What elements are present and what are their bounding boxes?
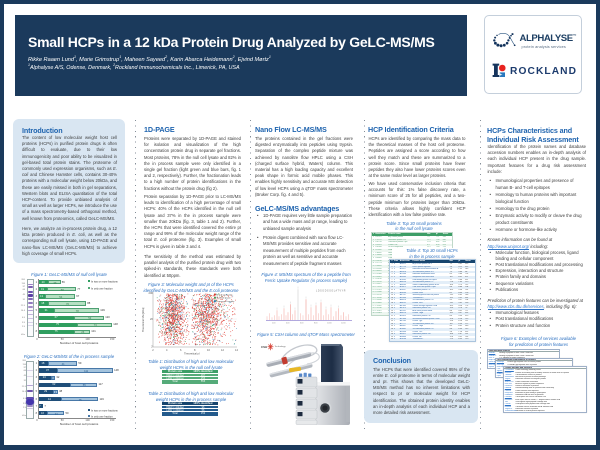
svg-text:12: 12 [221,348,224,352]
svg-text:8: 8 [194,348,196,352]
svg-text:E. coli proteome: E. coli proteome [217,293,234,296]
svg-text:400: 400 [286,323,290,325]
svg-text:Theoretical pI: Theoretical pI [184,352,200,356]
svg-text:600: 600 [300,323,304,325]
svg-text:1000: 1000 [327,323,332,325]
svg-text:In process sample: In process sample [217,300,236,303]
svg-text:L D S G D S S G L A T V Y R: L D S G D S S G L A T V Y R [316,290,346,293]
svg-text:2: 2 [152,348,154,352]
svg-text:1200: 1200 [341,323,346,325]
svg-text:200: 200 [272,323,276,325]
svg-text:Null cell lysate: Null cell lysate [217,297,232,300]
svg-text:10: 10 [207,348,210,352]
svg-text:14: 14 [235,348,238,352]
svg-text:2: 2 [151,345,153,349]
svg-text:6: 6 [180,348,182,352]
svg-text:20: 20 [150,317,153,321]
svg-text:800: 800 [314,323,318,325]
svg-text:CSH: CSH [261,345,267,349]
svg-text:4: 4 [166,348,168,352]
svg-text:200: 200 [149,291,154,295]
svg-text:Technology: Technology [275,346,287,348]
svg-text:Theoretical Mw [kDa]: Theoretical Mw [kDa] [141,307,145,332]
